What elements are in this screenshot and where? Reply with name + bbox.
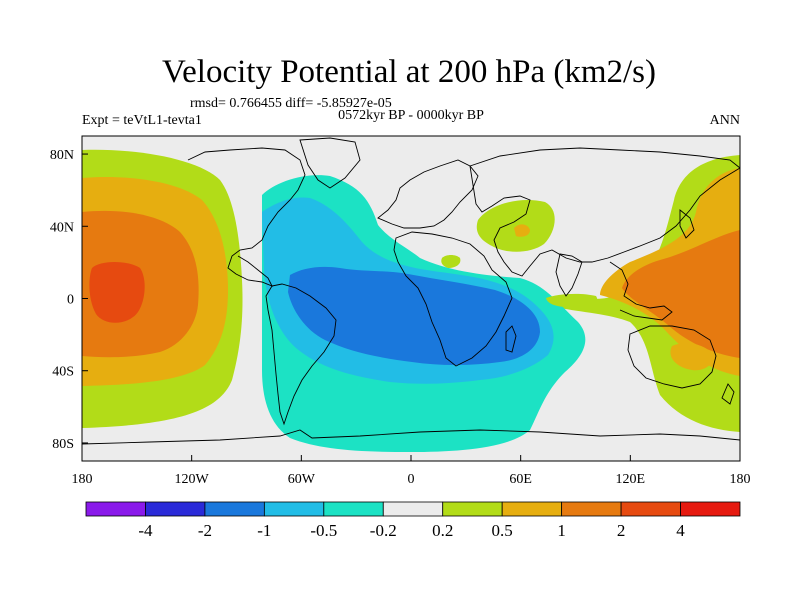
coast-north-america [187,147,306,287]
coast-japan [679,209,695,239]
x-tick-label: 0 [408,472,415,487]
y-tick-label: 80N [50,148,74,163]
y-axis: 80N 40N 0 40S 80S [50,148,88,452]
colorbar-label: -1 [257,521,271,540]
x-tick-label: 180 [730,472,751,487]
coast-australia [627,325,717,389]
page-title: Velocity Potential at 200 hPa (km2/s) [162,54,656,90]
x-tick-label: 180 [72,472,93,487]
coast-southeast-asia [609,261,673,321]
colorbar-label: 0.2 [432,521,453,540]
colorbar-label: 0.5 [492,521,513,540]
colorbar-swatch [263,501,325,517]
colorbar-swatch [680,501,741,517]
y-tick-label: 40S [52,365,74,380]
coast-europe [377,159,479,229]
contour-africa-0.2 [441,255,461,268]
colorbar-label: -2 [198,521,212,540]
y-tick-label: 80S [52,437,74,452]
contour-indian-0.2 [546,293,598,308]
colorbar-swatch [382,501,444,517]
contour-atlantic-neg-1 [288,266,540,365]
colorbar-swatch [85,501,146,517]
season-label: ANN [710,113,740,128]
contour-pacific-east-0.5b [670,343,713,371]
coastlines [82,137,740,445]
colorbar-label: 4 [676,521,685,540]
contour-mideast-0.5 [514,224,530,237]
colorbar-swatch [145,501,206,517]
x-tick-label: 60W [288,472,316,487]
stats-line: rmsd= 0.766455 diff= -5.85927e-05 [190,96,392,111]
colorbar-swatch [501,501,563,517]
contour-fills [82,149,740,453]
colorbar-label: -0.5 [310,521,337,540]
y-tick-label: 40N [50,220,74,235]
colorbar-label: 1 [557,521,566,540]
colorbar-label: -4 [138,521,153,540]
colorbar: -4 -2 -1 -0.5 -0.2 0.2 0.5 1 2 4 [85,501,741,540]
colorbar-swatch [204,501,265,517]
experiment-label: Expt = teVtL1-tevta1 [82,113,202,128]
coast-india [555,253,583,297]
x-tick-label: 60E [509,472,532,487]
contour-pacific-east-1 [622,230,740,358]
contour-pacific-west-2 [89,262,145,323]
period-label: 0572kyr BP - 0000kyr BP [338,108,484,123]
y-tick-label: 0 [67,293,74,308]
coast-madagascar [505,325,517,353]
colorbar-swatch [620,501,681,517]
coast-africa [393,231,513,367]
coast-new-zealand [721,383,735,405]
colorbar-swatch [442,501,503,517]
colorbar-swatch [323,501,384,517]
coast-south-america [265,283,337,426]
colorbar-label: 2 [617,521,626,540]
colorbar-label: -0.2 [370,521,397,540]
coast-antarctica [82,429,740,445]
contour-mideast-0.2 [476,200,555,252]
x-axis: 180 120W 60W 0 60E 120E 180 [72,455,751,487]
colorbar-swatch [561,501,622,517]
x-tick-label: 120E [616,472,646,487]
map-panel [82,136,740,461]
coast-asia [469,147,740,277]
x-tick-label: 120W [175,472,210,487]
coast-greenland [299,137,361,189]
